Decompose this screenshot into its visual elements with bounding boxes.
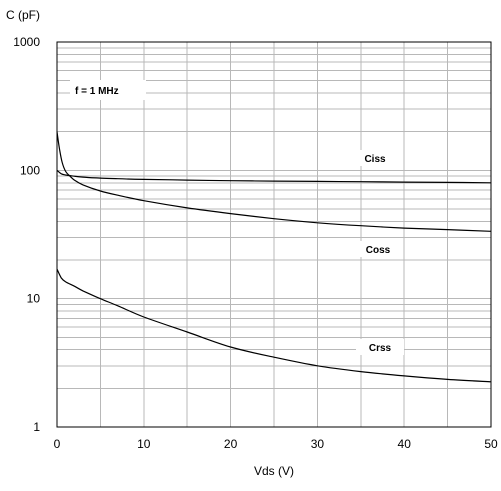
plot-frame [56, 41, 492, 428]
y-tick-label: 1000 [13, 35, 40, 49]
y-tick-label: 100 [20, 163, 40, 177]
curves [56, 131, 492, 383]
series-label-ciss: Ciss [364, 154, 386, 165]
x-tick-labels: 0 10 20 30 40 50 [54, 437, 498, 451]
series-label-background [354, 241, 402, 257]
x-tick-label: 30 [311, 437, 325, 451]
annotation-text: f = 1 MHz [75, 86, 119, 97]
series-label-coss: Coss [366, 245, 391, 256]
x-tick-label: 20 [224, 437, 238, 451]
x-tick-label: 40 [398, 437, 412, 451]
x-tick-label: 0 [54, 437, 61, 451]
x-tick-label: 10 [137, 437, 151, 451]
series-line-crss [56, 268, 492, 383]
series-label-crss: Crss [369, 343, 392, 354]
series-label-background [351, 150, 399, 166]
y-tick-label: 1 [33, 420, 40, 434]
x-tick-label: 50 [484, 437, 498, 451]
y-axis-label: C (pF) [6, 8, 40, 22]
frequency-annotation: f = 1 MHz [70, 80, 146, 100]
y-tick-labels: 1 10 100 1000 [13, 35, 40, 434]
annotation-background [70, 80, 146, 100]
series-labels: Ciss Coss Crss [351, 150, 404, 355]
series-line-coss [56, 131, 492, 232]
series-label-background [356, 339, 404, 355]
grid [57, 42, 491, 427]
y-tick-label: 10 [27, 292, 41, 306]
x-axis-label: Vds (V) [254, 464, 294, 478]
